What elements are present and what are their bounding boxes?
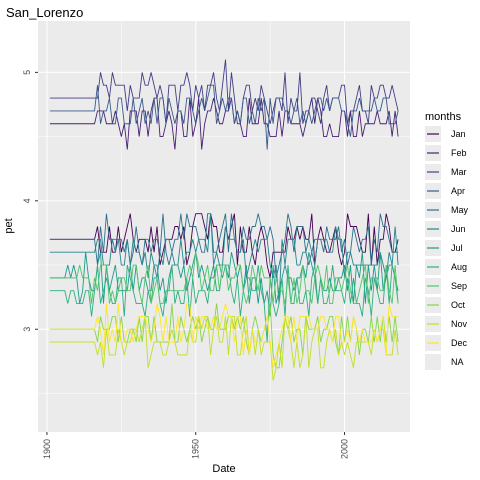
x-axis-title: Date <box>212 463 235 475</box>
y-axis-title: pet <box>3 218 15 233</box>
series-lines <box>49 59 399 381</box>
legend-label-dec: Dec <box>451 338 468 348</box>
legend-label-sep: Sep <box>451 281 467 291</box>
series-line-nov <box>49 315 399 381</box>
plot-panel <box>38 21 410 432</box>
series-line-mar <box>49 59 399 125</box>
legend-label-jun: Jun <box>451 224 466 234</box>
x-axis-ticks: 1900 1950 2000 <box>42 432 350 459</box>
x-tick-label: 1900 <box>42 439 52 459</box>
legend-key <box>425 354 441 370</box>
legend-label-oct: Oct <box>451 300 466 310</box>
x-tick-label: 1950 <box>191 439 201 459</box>
series-line-jun <box>49 213 399 304</box>
y-axis-ticks: 3 4 5 <box>22 70 38 332</box>
y-tick-label: 5 <box>22 70 32 75</box>
series-line-apr <box>49 84 399 150</box>
legend-label-aug: Aug <box>451 262 467 272</box>
series-line-feb <box>49 97 399 150</box>
legend-title: months <box>425 111 462 123</box>
series-line-jan <box>49 213 399 278</box>
x-tick-label: 2000 <box>340 439 350 459</box>
y-tick-label: 4 <box>22 198 32 203</box>
legend-label-apr: Apr <box>451 186 465 196</box>
legend-label-nov: Nov <box>451 319 468 329</box>
legend-label-feb: Feb <box>451 148 467 158</box>
legend-label-mar: Mar <box>451 167 467 177</box>
legend-label-na: NA <box>451 357 464 367</box>
y-tick-label: 3 <box>22 327 32 332</box>
legend-label-jul: Jul <box>451 243 463 253</box>
legend-label-jan: Jan <box>451 129 466 139</box>
legend-label-may: May <box>451 205 469 215</box>
legend: months Jan Feb Mar Apr May Jun Jul Aug Sep Oct Nov… <box>425 111 469 370</box>
chart-title: San_Lorenzo <box>6 5 83 20</box>
series-line-sep <box>49 252 399 305</box>
series-line-dec <box>49 303 399 368</box>
